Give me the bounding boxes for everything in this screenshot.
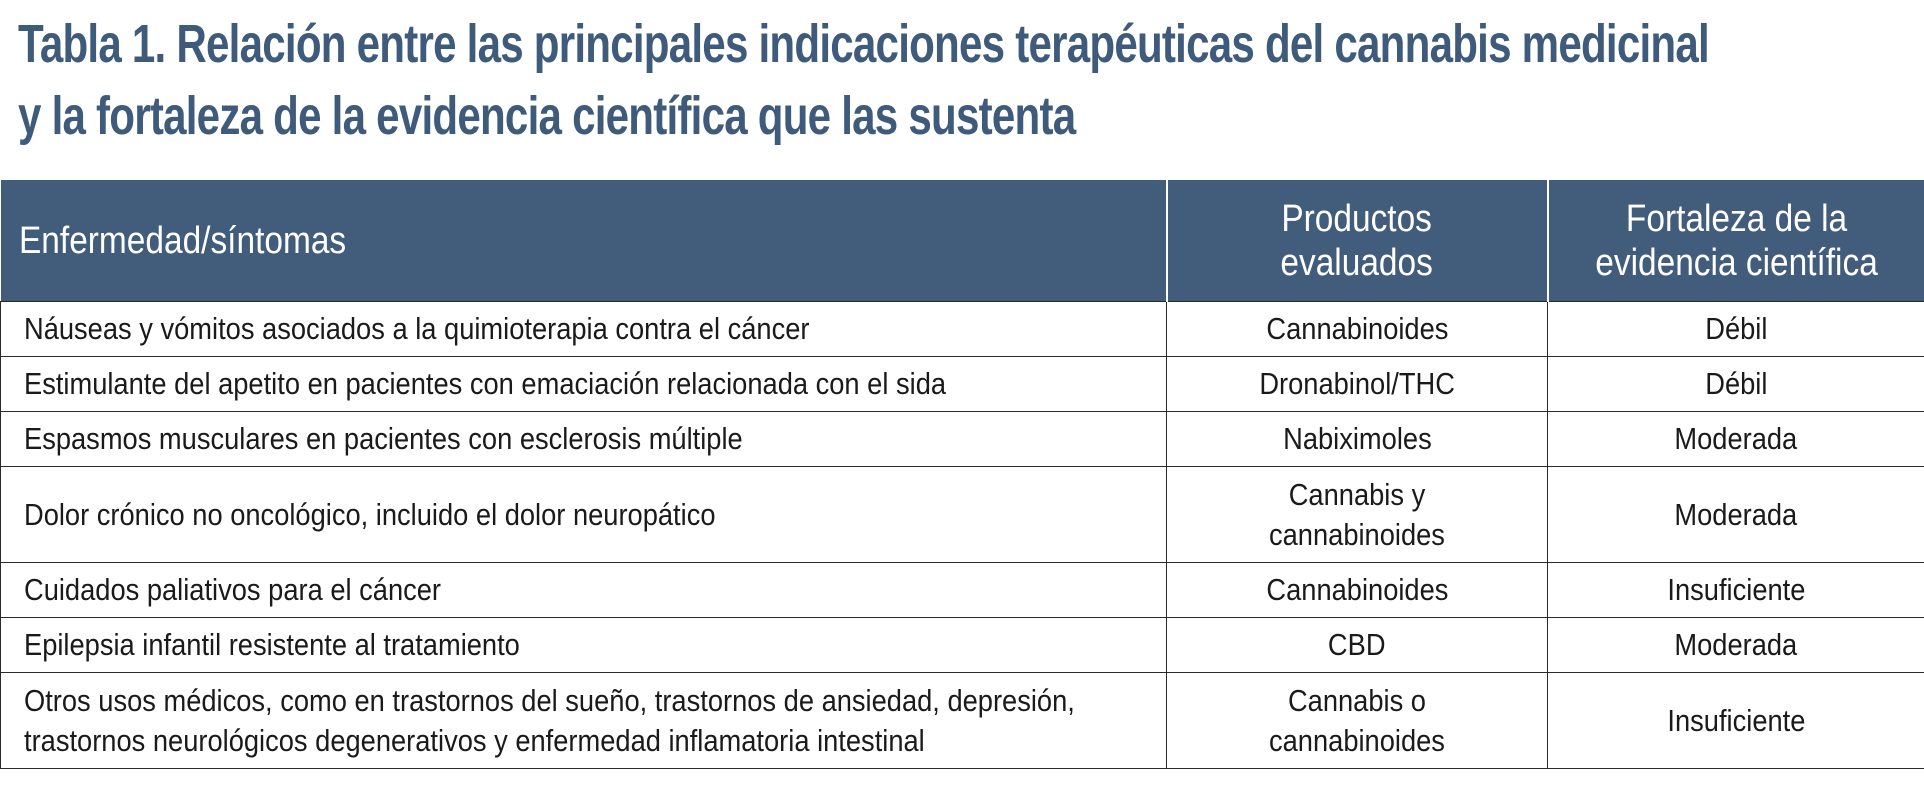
header-products-line1: Productos: [1281, 197, 1433, 240]
condition-cell: Estimulante del apetito en pacientes con…: [0, 356, 1167, 412]
header-evidence-line1: Fortaleza de la: [1625, 197, 1848, 240]
table-row: Epilepsia infantil resistente al tratami…: [0, 617, 1924, 673]
product-text: Nabiximoles: [1282, 421, 1432, 456]
product-text: CBD: [1328, 627, 1386, 662]
condition-text: Otros usos médicos, como en trastornos d…: [24, 681, 1075, 761]
condition-line2: trastornos neurológicos degenerativos y …: [24, 722, 925, 758]
condition-cell: Náuseas y vómitos asociados a la quimiot…: [0, 301, 1167, 357]
evidence-cell: Débil: [1547, 301, 1924, 357]
table-header: Enfermedad/síntomas Productos evaluados …: [0, 180, 1924, 302]
condition-line1: Otros usos médicos, como en trastornos d…: [24, 682, 1075, 718]
product-line2: cannabinoides: [1269, 516, 1445, 552]
header-condition: Enfermedad/síntomas: [0, 180, 1167, 302]
condition-cell: Dolor crónico no oncológico, incluido el…: [0, 466, 1167, 563]
condition-cell: Otros usos médicos, como en trastornos d…: [0, 672, 1167, 769]
condition-text: Dolor crónico no oncológico, incluido el…: [24, 496, 716, 532]
product-cell: Cannabis y cannabinoides: [1166, 466, 1548, 563]
product-cell: Cannabis o cannabinoides: [1166, 672, 1548, 769]
table-title: Tabla 1. Relación entre las principales …: [18, 8, 1710, 152]
table-row: Dolor crónico no oncológico, incluido el…: [0, 466, 1924, 563]
product-line1: Cannabis y: [1288, 476, 1426, 512]
evidence-text: Moderada: [1674, 496, 1798, 532]
header-products: Productos evaluados: [1165, 180, 1548, 302]
evidence-text: Moderada: [1674, 421, 1798, 456]
product-text: Dronabinol/THC: [1259, 366, 1455, 401]
product-text: Cannabis o cannabinoides: [1269, 681, 1445, 761]
header-row: Enfermedad/síntomas Productos evaluados …: [0, 180, 1924, 302]
product-cell: Nabiximoles: [1166, 411, 1548, 467]
condition-text: Epilepsia infantil resistente al tratami…: [24, 627, 520, 662]
product-text: Cannabis y cannabinoides: [1269, 475, 1445, 555]
evidence-text: Débil: [1705, 366, 1768, 401]
table-row: Espasmos musculares en pacientes con esc…: [0, 411, 1924, 467]
product-cell: CBD: [1166, 617, 1548, 673]
evidence-text: Insuficiente: [1667, 702, 1806, 738]
condition-cell: Espasmos musculares en pacientes con esc…: [0, 411, 1167, 467]
evidence-text: Moderada: [1674, 627, 1798, 662]
header-evidence-label: Fortaleza de la evidencia científica: [1595, 197, 1878, 285]
evidence-text: Débil: [1705, 311, 1768, 346]
evidence-cell: Moderada: [1547, 617, 1924, 673]
evidence-cell: Insuficiente: [1547, 562, 1924, 618]
table-row: Estimulante del apetito en pacientes con…: [0, 356, 1924, 412]
condition-cell: Epilepsia infantil resistente al tratami…: [0, 617, 1167, 673]
header-products-label: Productos evaluados: [1281, 197, 1433, 285]
product-text: Cannabinoides: [1265, 311, 1448, 346]
product-cell: Dronabinol/THC: [1166, 356, 1548, 412]
header-evidence-line2: evidencia científica: [1595, 241, 1878, 284]
product-cell: Cannabinoides: [1166, 562, 1548, 618]
product-text: Cannabinoides: [1265, 572, 1448, 607]
product-line2: cannabinoides: [1269, 722, 1445, 758]
product-cell: Cannabinoides: [1166, 301, 1548, 357]
evidence-table: Enfermedad/síntomas Productos evaluados …: [0, 180, 1924, 769]
product-line1: Cannabis o: [1287, 682, 1426, 718]
table-row: Náuseas y vómitos asociados a la quimiot…: [0, 301, 1924, 357]
condition-text: Espasmos musculares en pacientes con esc…: [24, 421, 743, 456]
header-products-line2: evaluados: [1280, 241, 1434, 284]
condition-text: Cuidados paliativos para el cáncer: [24, 572, 442, 607]
condition-text: Náuseas y vómitos asociados a la quimiot…: [24, 311, 810, 346]
table-body: Náuseas y vómitos asociados a la quimiot…: [0, 301, 1924, 769]
table-row: Otros usos médicos, como en trastornos d…: [0, 672, 1924, 769]
evidence-cell: Moderada: [1547, 411, 1924, 467]
evidence-cell: Débil: [1547, 356, 1924, 412]
header-condition-label: Enfermedad/síntomas: [18, 219, 346, 262]
evidence-cell: Moderada: [1547, 466, 1924, 563]
table-row: Cuidados paliativos para el cáncer Canna…: [0, 562, 1924, 618]
table-title-line2: y la fortaleza de la evidencia científic…: [18, 86, 1076, 146]
table-title-line1: Tabla 1. Relación entre las principales …: [18, 14, 1710, 74]
condition-text: Estimulante del apetito en pacientes con…: [24, 366, 947, 401]
condition-cell: Cuidados paliativos para el cáncer: [0, 562, 1167, 618]
header-evidence: Fortaleza de la evidencia científica: [1546, 180, 1924, 302]
evidence-cell: Insuficiente: [1547, 672, 1924, 769]
evidence-text: Insuficiente: [1667, 572, 1806, 607]
